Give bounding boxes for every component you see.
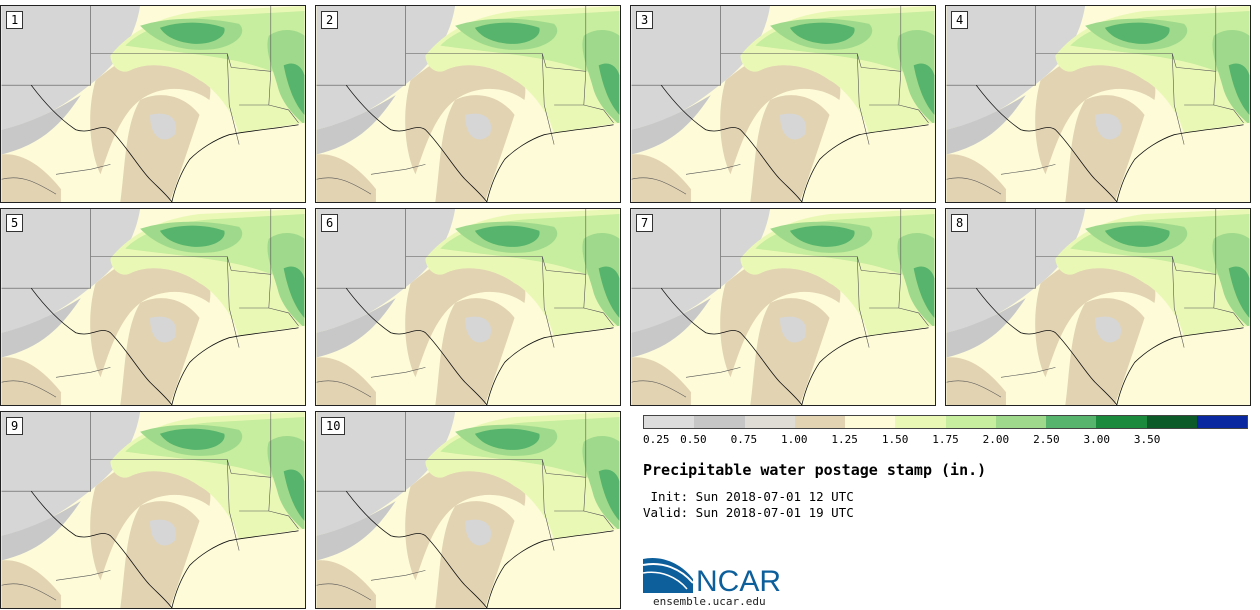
colorbar-segment [644, 416, 695, 428]
postage-stamp-panel: 2 [315, 5, 621, 203]
colorbar-segment [945, 416, 996, 428]
page-title: Precipitable water postage stamp (in.) [643, 461, 987, 479]
postage-stamp-panel: 9 [0, 411, 306, 609]
precipitable-water-map [316, 209, 620, 405]
precipitable-water-map [631, 209, 935, 405]
colorbar-tick-label: 2.00 [982, 433, 1010, 446]
postage-stamp-panel: 8 [945, 208, 1251, 406]
ncar-logo: NCAR [642, 557, 781, 595]
colorbar-tick-label: 3.50 [1133, 433, 1161, 446]
logo-url: ensemble.ucar.edu [653, 595, 766, 608]
panel-number: 3 [636, 11, 654, 29]
colorbar-ticks: 0.25 0.50 0.75 1.00 1.25 1.50 1.75 2.00 2.50 3.00… [643, 433, 1248, 447]
postage-stamp-panel: 1 [0, 5, 306, 203]
colorbar-tick-label: 2.50 [1033, 433, 1060, 446]
colorbar-segment [794, 416, 845, 428]
colorbar-segment [694, 416, 745, 428]
precipitable-water-map [946, 209, 1250, 405]
colorbar-tick-label: 3.00 [1083, 433, 1111, 446]
valid-time: Valid: Sun 2018-07-01 19 UTC [643, 505, 854, 520]
colorbar-segment [744, 416, 795, 428]
colorbar-tick-label: 1.00 [781, 433, 808, 446]
panel-number: 1 [6, 11, 24, 29]
precipitable-water-map [1, 412, 305, 608]
precipitable-water-map [1, 6, 305, 202]
colorbar-segment [1046, 416, 1097, 428]
colorbar-tick-label: 1.25 [831, 433, 858, 446]
colorbar-segment [895, 416, 946, 428]
panel-number: 10 [321, 417, 346, 435]
init-time: Init: Sun 2018-07-01 12 UTC [643, 489, 854, 504]
postage-stamp-panel: 5 [0, 208, 306, 406]
colorbar-tick-label: 1.50 [881, 433, 909, 446]
colorbar-tick-label: 0.25 [643, 433, 670, 446]
postage-stamp-panel: 10 [315, 411, 621, 609]
panel-number: 9 [6, 417, 24, 435]
colorbar [643, 415, 1248, 429]
postage-stamp-panel: 3 [630, 5, 936, 203]
postage-stamp-panel: 6 [315, 208, 621, 406]
colorbar-segment [1146, 416, 1197, 428]
panel-number: 7 [636, 214, 654, 232]
colorbar-segment [1196, 416, 1247, 428]
panel-number: 6 [321, 214, 339, 232]
colorbar-tick-label: 1.75 [932, 433, 959, 446]
colorbar-segment [995, 416, 1046, 428]
colorbar-segment [845, 416, 896, 428]
panel-number: 5 [6, 214, 24, 232]
colorbar-segment [1096, 416, 1147, 428]
panel-number: 8 [951, 214, 969, 232]
colorbar-tick-label: 0.50 [680, 433, 707, 446]
postage-stamp-panel: 4 [945, 5, 1251, 203]
precipitable-water-map [316, 6, 620, 202]
logo-text: NCAR [696, 565, 781, 595]
precipitable-water-map [631, 6, 935, 202]
postage-stamp-panel: 7 [630, 208, 936, 406]
colorbar-tick-label: 0.75 [730, 433, 758, 446]
precipitable-water-map [316, 412, 620, 608]
precipitable-water-map [1, 209, 305, 405]
panel-number: 2 [321, 11, 339, 29]
panel-number: 4 [951, 11, 969, 29]
precipitable-water-map [946, 6, 1250, 202]
